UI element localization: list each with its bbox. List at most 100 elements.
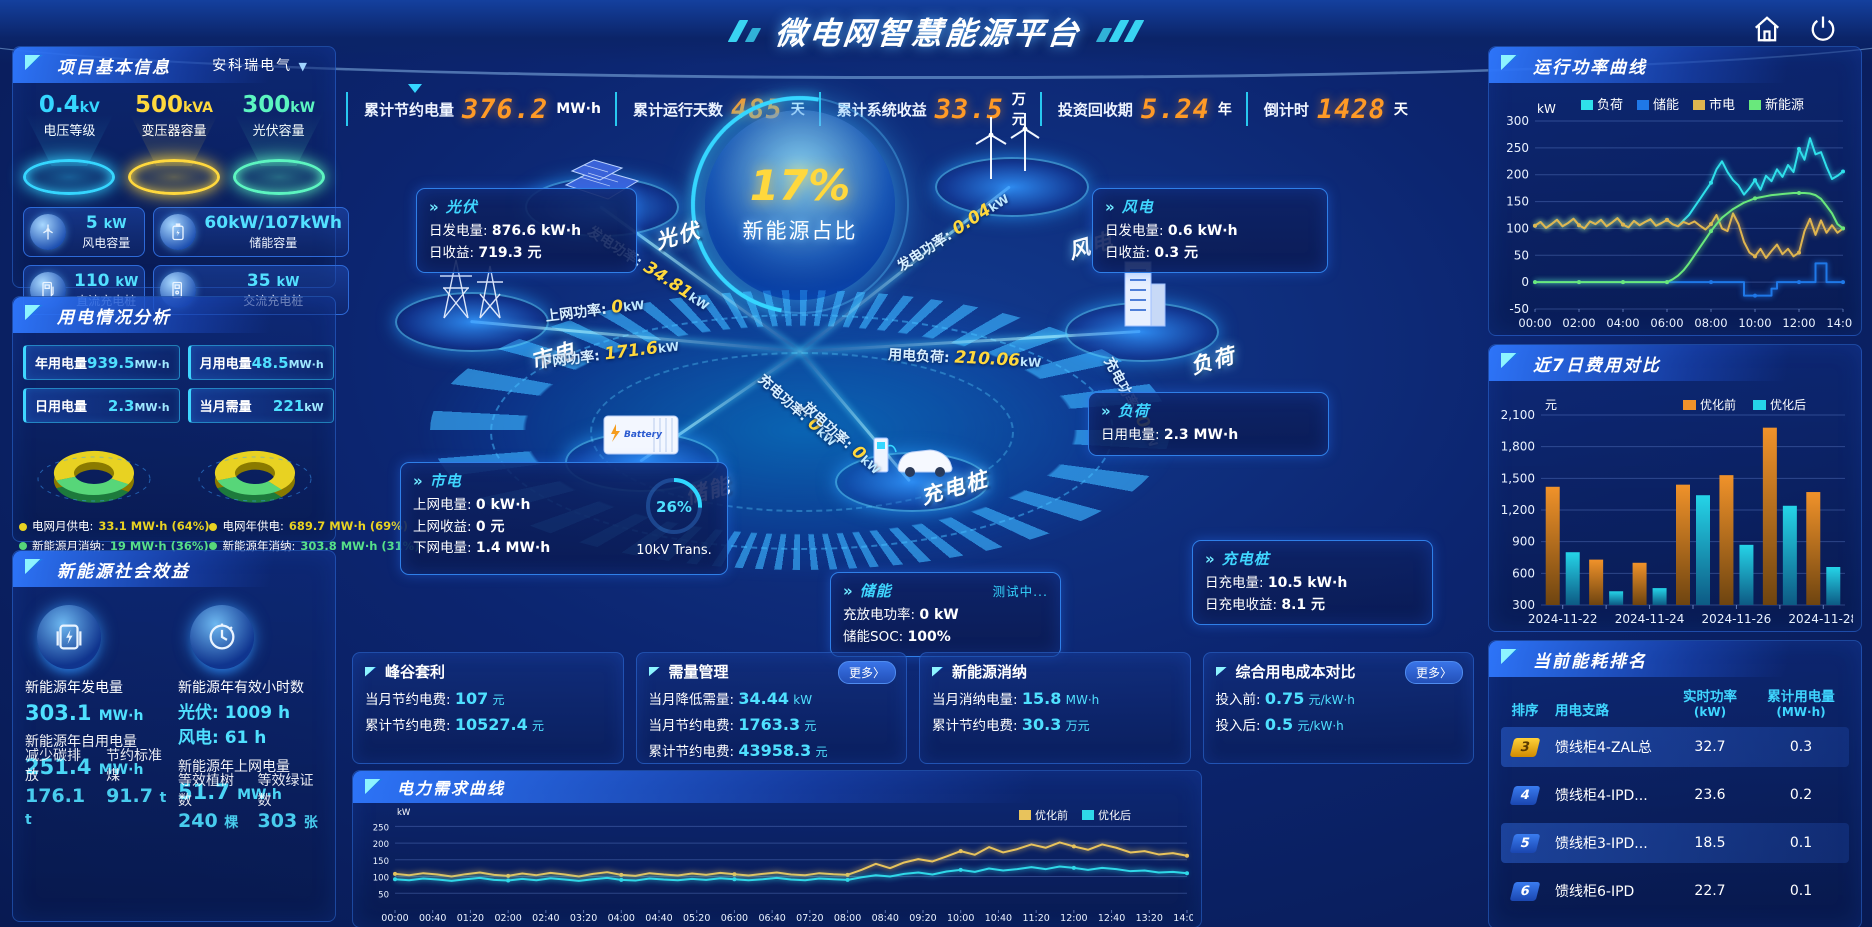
svg-text:200: 200 — [1506, 168, 1529, 182]
bottom-panel-row: 当月消纳电量: 15.8 MW·h — [932, 689, 1100, 708]
bottom-kpi-panels: 峰谷套利 当月节约电费: 107 元累计节约电费: 10527.4 元需量管理 更多… — [352, 652, 1474, 764]
panel-project-info-header: 项目基本信息 安科瑞电气 ▼ — [13, 47, 326, 83]
table-row-rank-3[interactable]: 3 馈线柜4-ZAL总 32.7 0.3 — [1501, 727, 1849, 767]
table-row-rank-6[interactable]: 6 馈线柜6-IPD 22.7 0.1 — [1501, 871, 1849, 911]
svg-text:04:00: 04:00 — [608, 913, 635, 924]
donut-chart-1 — [180, 427, 330, 517]
svg-text:2024-11-22: 2024-11-22 — [1528, 612, 1598, 626]
capacity-value: 60kW/107kWh — [204, 213, 342, 234]
pedestal-glow-disc — [232, 114, 325, 196]
panel-social-benefit-title: 新能源社会效益 — [57, 561, 190, 582]
kpi-label: 投资回收期 — [1057, 100, 1133, 119]
svg-text:13:20: 13:20 — [1136, 913, 1163, 924]
panel-demand-curve: 电力需求曲线 250 200 150 100 50 kW 00:00 00:40 01:20 02… — [352, 770, 1202, 927]
legend-dot-icon — [19, 542, 27, 551]
pedestal-glow-disc — [23, 114, 116, 196]
donut-chart-0 — [19, 427, 169, 517]
kpi-unit: 万元 — [1011, 92, 1026, 128]
panel-7day-cost: 近7日费用对比 300 600 900 1,200 1,500 1,800 2,100 元 20… — [1488, 344, 1862, 632]
benefit-item-1: 新能源年有效小时数 光伏: 1009 h 风电: 61 h 新能源年上网电量 51.7 … — [178, 601, 323, 842]
kpi-stat-4: 倒计时 1428 天 — [1245, 92, 1422, 126]
svg-text:11:20: 11:20 — [1022, 913, 1049, 924]
bottom-panel-row: 累计节约电费: 43958.3 元 — [648, 741, 828, 760]
kpi-stat-0: 累计节约电量 376.2 MW·h — [346, 92, 615, 126]
kpi-label: 倒计时 — [1263, 100, 1309, 119]
bottom-panel-0: 峰谷套利 当月节约电费: 107 元累计节约电费: 10527.4 元 — [352, 652, 624, 764]
info-box-pv: » 光伏 日发电量: 876.6 kW·h 日收益: 719.3 元 — [416, 188, 637, 274]
home-icon[interactable] — [1752, 14, 1782, 44]
legend-item: 新能源年消纳: 303.8 MW·h (31%) — [209, 537, 419, 557]
pedestal-light-cone — [129, 114, 218, 167]
bottom-panel-row: 累计节约电费: 30.3 万元 — [932, 715, 1090, 734]
bottom-panel-3: 综合用电成本对比 更多〉 投入前: 0.75 元/kW·h 投入后: 0.5 元/kW… — [1202, 652, 1474, 764]
pedestal-light-cone — [234, 114, 323, 167]
pedestal-glow-disc — [127, 114, 220, 196]
usage-stat-日用电量: 日用电量 2.3MW·h — [23, 388, 180, 423]
total-energy: 0.1 — [1789, 883, 1813, 899]
company-dropdown-value: 安科瑞电气 — [212, 58, 293, 74]
benefit-carousel-overlap: 新能源年自用电量 251.4 MW·h 减少碳排放 176.1 t 节约标准煤 91.7 … — [25, 734, 167, 828]
bottom-panel-row: 当月节约电费: 107 元 — [365, 689, 505, 708]
svg-text:元: 元 — [1545, 398, 1557, 412]
usage-stat-月用电量: 月用电量 48.5MW·h — [187, 345, 334, 380]
svg-text:06:00: 06:00 — [1650, 316, 1683, 330]
svg-text:12:00: 12:00 — [1060, 913, 1087, 924]
renewable-share-label: 新能源占比 — [742, 219, 858, 243]
info-box-wind: » 风电 日发电量: 0.6 kW·h 日收益: 0.3 元 — [1092, 188, 1328, 274]
legend-dot-icon — [209, 522, 218, 531]
kpi-unit: 年 — [1217, 102, 1232, 118]
7day-cost-chart: 300 600 900 1,200 1,500 1,800 2,100 元 2024-11-22… — [1489, 381, 1861, 631]
realtime-power: 22.7 — [1694, 883, 1726, 899]
realtime-power: 23.6 — [1694, 787, 1726, 803]
info-box-row: 日发电量: 0.6 kW·h — [1105, 223, 1238, 239]
info-box-row: 充放电功率: 0 kW — [843, 607, 959, 623]
bottom-panel-title: 峰谷套利 — [365, 661, 611, 682]
power-icon[interactable] — [1808, 14, 1838, 44]
svg-text:kW: kW — [1537, 102, 1556, 116]
svg-text:1,800: 1,800 — [1501, 440, 1535, 454]
benefit-carousel-overlap: 新能源年上网电量 51.7 MW·h 等效植树数 240 棵等效绿证数 303 张 — [178, 759, 318, 833]
table-row-rank-4[interactable]: 4 馈线柜4-IPD... 23.6 0.2 — [1501, 775, 1849, 815]
total-energy: 0.2 — [1789, 787, 1813, 803]
panel-corner-icon — [365, 779, 383, 794]
info-box-title: » 储能 测试中... — [843, 581, 1048, 601]
svg-text:1,500: 1,500 — [1501, 471, 1535, 485]
more-button[interactable]: 更多〉 — [1404, 661, 1463, 684]
node-charger[interactable] — [835, 437, 989, 512]
info-box-row: 上网收益: 0 元 — [413, 518, 505, 535]
legend-dot-icon — [209, 542, 218, 551]
svg-text:07:20: 07:20 — [796, 913, 823, 924]
svg-text:02:40: 02:40 — [532, 913, 559, 924]
svg-text:优化前: 优化前 — [1035, 808, 1068, 822]
info-box-row: 上网电量: 0 kW·h — [413, 497, 531, 513]
svg-text:14:00: 14:00 — [1826, 316, 1853, 330]
svg-text:-50: -50 — [1509, 302, 1529, 316]
node-grid[interactable] — [395, 259, 549, 352]
pedestal-label: 光伏容量 — [252, 124, 305, 140]
svg-text:600: 600 — [1512, 566, 1535, 580]
panel-energy-ranking-header: 当前能耗排名 — [1489, 641, 1850, 677]
collapse-caret-icon[interactable] — [408, 84, 422, 93]
donut-legend-1: 电网年供电: 689.7 MW·h (69%) 新能源年消纳: 303.8 MW·… — [209, 517, 419, 556]
kpi-stats-bar: 累计节约电量376.2MW·h累计运行天数485天累计系统收益33.5万元投资回… — [346, 88, 1408, 130]
table-row-rank-5[interactable]: 5 馈线柜3-IPD... 18.5 0.1 — [1501, 823, 1849, 863]
capacity-card-储能容量[interactable]: 60kW/107kWh 储能容量 — [153, 207, 349, 258]
total-energy: 0.1 — [1789, 835, 1813, 851]
usage-stat-label: 月用电量 — [199, 357, 252, 372]
bottom-panel-row: 投入后: 0.5 元/kW·h — [1215, 715, 1344, 734]
company-dropdown[interactable]: 安科瑞电气 ▼ — [212, 55, 309, 75]
usage-stat-value: 221kW — [272, 396, 324, 415]
info-box-row: 日用电量: 2.3 MW·h — [1101, 427, 1239, 443]
legend-item: 电网月供电: 33.1 MW·h (64%) — [19, 517, 209, 537]
node-wind[interactable] — [935, 113, 1089, 217]
panel-corner-icon — [25, 559, 43, 574]
usage-stat-当月需量: 当月需量 221kW — [187, 388, 334, 423]
svg-text:03:20: 03:20 — [570, 913, 597, 924]
branch-name: 馈线柜3-IPD... — [1555, 836, 1648, 852]
legend-item: 新能源月消纳: 19 MW·h (36%) — [19, 537, 209, 557]
battery-icon — [160, 214, 197, 251]
ranking-col-header: 排序 — [1511, 703, 1539, 719]
capacity-card-风电容量[interactable]: 5 kW 风电容量 — [23, 207, 146, 258]
more-button[interactable]: 更多〉 — [837, 661, 896, 684]
